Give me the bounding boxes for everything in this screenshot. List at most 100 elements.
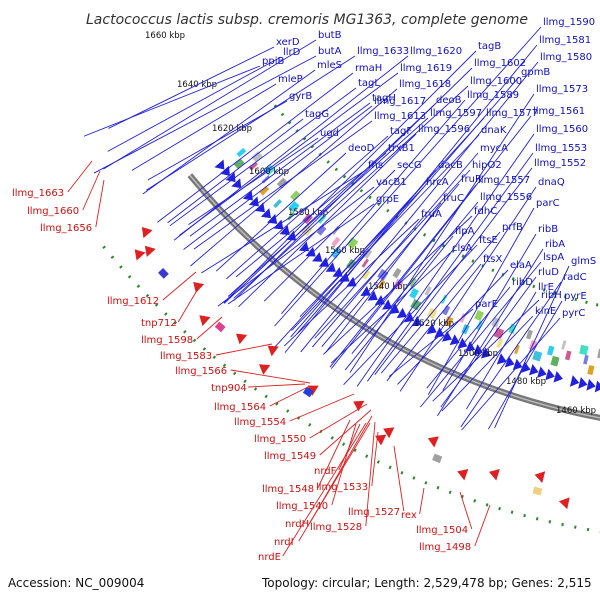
gene-label-forward: llmg_1618 — [399, 79, 451, 90]
gene-label-reverse: llmg_1540 — [276, 501, 328, 512]
gene-leader-line — [281, 99, 466, 315]
gene-label-forward: llmg_1596 — [418, 124, 470, 135]
gene-label-forward: dacB — [438, 160, 463, 171]
gene-leader-line — [440, 276, 537, 408]
gene-label-forward: llmg_1577 — [486, 108, 538, 119]
gene-label-reverse: llmg_1663 — [12, 188, 64, 199]
gene-leader-line — [108, 46, 275, 129]
gene-label-forward: tagL — [358, 78, 380, 89]
gene-label-reverse: llmg_1549 — [264, 451, 316, 462]
gene-leader-line — [230, 369, 311, 384]
gene-label-forward: llmg_1633 — [357, 46, 409, 57]
gene-leader-line — [312, 152, 479, 348]
gene-label-reverse: llmg_1528 — [310, 522, 362, 533]
gene-leader-line — [269, 386, 309, 407]
gene-label-reverse: llmg_1583 — [160, 351, 212, 362]
gene-label-forward: llmg_1560 — [536, 124, 588, 135]
gene-leader-line — [274, 117, 485, 347]
gene-leader-line — [274, 26, 542, 327]
accession-text: Accession: NC_009004 — [8, 576, 144, 590]
gene-leader-line — [487, 300, 563, 430]
gene-leader-line — [223, 104, 435, 304]
gene-label-reverse: llmg_1554 — [234, 417, 286, 428]
gene-label-forward: ribB — [538, 224, 558, 235]
kbp-tick-label: 1580 kbp — [288, 208, 328, 218]
gene-label-forward: lspA — [543, 252, 564, 263]
gene-label-reverse: nrdH — [285, 519, 309, 530]
gene-label-forward: fruA — [421, 209, 442, 220]
gene-label-reverse: llmg_1598 — [141, 335, 193, 346]
gene-leader-line — [330, 252, 451, 364]
gene-label-forward: mycA — [480, 143, 508, 154]
gene-leader-line — [291, 134, 480, 331]
gene-leader-line — [189, 102, 371, 237]
gene-label-reverse: llmg_1533 — [316, 482, 368, 493]
gene-leader-line — [263, 169, 396, 302]
gene-leader-line — [215, 152, 347, 272]
gene-leader-line — [321, 183, 460, 348]
gene-leader-line — [317, 419, 351, 489]
gene-label-forward: ribD — [512, 277, 533, 288]
gene-leader-line — [459, 491, 473, 530]
gene-leader-line — [215, 343, 273, 356]
gene-leader-line — [397, 269, 509, 385]
gene-leader-line — [466, 291, 537, 410]
gene-label-forward: llrE — [538, 282, 554, 293]
gene-leader-line — [282, 422, 367, 557]
gene-leader-line — [380, 231, 501, 374]
kbp-tick-label: 1480 kbp — [506, 377, 546, 387]
gene-label-forward: ppiB — [262, 56, 284, 67]
gene-label-forward: llmg_1581 — [539, 35, 591, 46]
gene-leader-line — [365, 421, 376, 527]
gene-leader-line — [217, 186, 375, 307]
kbp-tick-label: 1560 kbp — [325, 246, 365, 256]
gene-leader-line — [162, 271, 197, 301]
gene-leader-line — [399, 186, 537, 392]
gene-label-reverse: llmg_1527 — [348, 507, 400, 518]
kbp-tick-label: 1460 kbp — [556, 406, 596, 416]
kbp-tick-label: 1660 kbp — [145, 31, 185, 41]
genome-title: Lactococcus lactis subsp. cremoris MG136… — [86, 12, 528, 28]
gene-leader-line — [173, 55, 409, 241]
gene-label-forward: parC — [536, 198, 560, 209]
gene-label-forward: secG — [397, 160, 422, 171]
gene-leader-line — [201, 169, 367, 274]
gene-label-forward: ribA — [545, 239, 565, 250]
gene-label-forward: llmg_1620 — [410, 46, 462, 57]
gene-leader-line — [146, 55, 356, 191]
gene-label-forward: gyrB — [289, 91, 312, 102]
gene-label-forward: clsA — [452, 243, 472, 254]
gene-label-forward: flpA — [455, 226, 475, 237]
gene-leader-line — [157, 72, 354, 223]
gene-label-forward: rluD — [538, 267, 559, 278]
gene-leader-line — [309, 403, 368, 439]
gene-leader-line — [289, 393, 355, 422]
gene-leader-line — [179, 72, 399, 236]
gene-label-forward: llmg_1589 — [467, 90, 519, 101]
gene-label-forward: dnaK — [481, 125, 507, 136]
gene-label-forward: llmg_1602 — [474, 58, 526, 69]
kbp-tick-label: 1620 kbp — [212, 124, 252, 134]
gene-leader-line — [142, 69, 316, 195]
gene-label-forward: pyrC — [562, 308, 585, 319]
gene-leader-line — [367, 152, 534, 382]
kbp-tick-label: 1500 kbp — [458, 349, 498, 359]
gene-label-forward: llmg_1556 — [480, 192, 532, 203]
topology-text: Topology: circular; Length: 2,529,478 bp… — [261, 576, 592, 590]
gene-label-forward: llmg_1561 — [533, 106, 585, 117]
gene-leader-line — [103, 39, 317, 170]
gene-leader-line — [227, 117, 429, 297]
gene-label-forward: tagH — [372, 93, 396, 104]
gene-leader-line — [248, 383, 306, 388]
gene-label-forward: trxB1 — [388, 143, 415, 154]
gene-label-forward: fhs — [368, 160, 383, 171]
gene-leader-line — [169, 87, 357, 227]
gene-leader-line — [420, 261, 542, 408]
gene-label-reverse: llmg_1548 — [262, 484, 314, 495]
gene-label-forward: ftsE — [479, 235, 498, 246]
gene-leader-line — [427, 207, 535, 395]
gene-leader-line — [323, 215, 473, 355]
gene-label-reverse: llmg_1656 — [40, 223, 92, 234]
gene-label-forward: fruC — [443, 193, 464, 204]
